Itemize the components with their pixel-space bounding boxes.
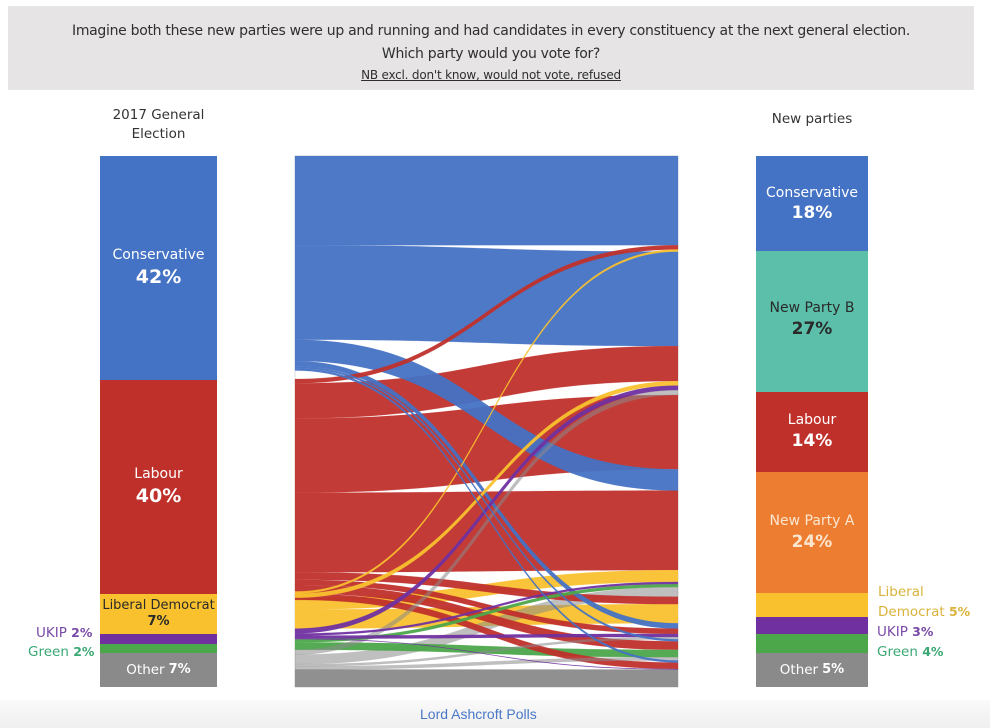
right-seg-new-party-a: New Party A 24% bbox=[756, 472, 868, 593]
right-label-libdem: Liberal Democrat 5% bbox=[878, 583, 970, 622]
flow-other-to-other bbox=[294, 669, 679, 688]
flow-ld-to-con bbox=[294, 249, 679, 594]
right-label-libdem-line1: Liberal bbox=[878, 584, 924, 600]
left-seg-conservative-name: Conservative bbox=[112, 247, 205, 263]
left-seg-other: Other 7% bbox=[100, 653, 217, 687]
left-seg-green bbox=[100, 644, 217, 653]
left-column-title: 2017 General Election bbox=[112, 107, 205, 142]
right-seg-other-name: Other bbox=[779, 662, 819, 678]
flow-ukip-to-npa bbox=[294, 581, 679, 636]
right-seg-new-party-b-name: New Party B bbox=[769, 300, 855, 316]
left-seg-conservative: Conservative 42% bbox=[100, 156, 217, 380]
right-stacked-bar: Conservative 18% New Party B 27% Labour … bbox=[756, 156, 868, 687]
right-seg-labour-value: 14% bbox=[791, 431, 833, 451]
right-column-title: New parties bbox=[771, 111, 853, 127]
right-label-libdem-value: 5% bbox=[948, 604, 971, 619]
left-seg-libdem-value: 7% bbox=[147, 614, 170, 629]
right-seg-conservative: Conservative 18% bbox=[756, 156, 868, 251]
right-label-ukip-name: UKIP bbox=[877, 624, 908, 640]
right-label-ukip-value: 3% bbox=[912, 624, 934, 639]
left-seg-conservative-value: 42% bbox=[135, 266, 182, 288]
right-seg-new-party-a-name: New Party A bbox=[769, 512, 855, 529]
flow-con-to-npb bbox=[294, 244, 679, 347]
left-seg-ukip bbox=[100, 634, 217, 644]
left-label-green: Green 2% bbox=[28, 643, 94, 661]
right-label-green-name: Green bbox=[877, 644, 918, 660]
exclusion-note: NB excl. don't know, would not vote, ref… bbox=[361, 68, 621, 82]
right-seg-new-party-b-value: 27% bbox=[791, 319, 833, 339]
source-credit: Lord Ashcroft Polls bbox=[420, 706, 537, 722]
flow-con-to-other bbox=[294, 368, 679, 663]
right-seg-labour: Labour 14% bbox=[756, 392, 868, 472]
flow-ld-to-npb bbox=[294, 380, 679, 599]
left-seg-labour-value: 40% bbox=[135, 485, 182, 507]
left-label-green-name: Green bbox=[28, 644, 69, 660]
flow-other-to-npb bbox=[294, 389, 679, 655]
left-seg-other-name: Other bbox=[126, 662, 165, 678]
chart-header: Imagine both these new parties were up a… bbox=[8, 6, 974, 90]
left-label-green-value: 2% bbox=[73, 644, 95, 659]
left-seg-other-value: 7% bbox=[168, 662, 191, 677]
question-line-2: Which party would you vote for? bbox=[381, 46, 601, 62]
footer: Lord Ashcroft Polls bbox=[0, 700, 990, 728]
right-seg-labour-name: Labour bbox=[787, 412, 837, 428]
right-seg-new-party-a-value: 24% bbox=[791, 531, 833, 552]
left-seg-labour-name: Labour bbox=[134, 466, 183, 482]
left-seg-labour: Labour 40% bbox=[100, 380, 217, 594]
question-line-1: Imagine both these new parties were up a… bbox=[71, 23, 911, 39]
right-seg-conservative-name: Conservative bbox=[765, 184, 859, 201]
right-label-libdem-line2: Democrat bbox=[878, 604, 945, 620]
flow-con-to-con bbox=[294, 155, 679, 246]
right-label-green-value: 4% bbox=[922, 644, 944, 659]
right-seg-other: Other 5% bbox=[756, 653, 868, 687]
right-seg-conservative-value: 18% bbox=[791, 202, 833, 223]
left-label-ukip: UKIP 2% bbox=[36, 624, 92, 642]
flow-ukip-to-other bbox=[294, 638, 679, 670]
left-label-ukip-value: 2% bbox=[71, 625, 93, 640]
flow-con-to-green bbox=[294, 366, 679, 642]
right-seg-green bbox=[756, 634, 868, 653]
right-seg-ukip bbox=[756, 617, 868, 634]
left-seg-libdem: Liberal Democrat 7% bbox=[100, 594, 217, 634]
right-label-green: Green 4% bbox=[877, 643, 943, 661]
left-seg-libdem-name: Liberal Democrat bbox=[102, 598, 215, 613]
flow-con-to-npa bbox=[294, 339, 679, 491]
right-seg-new-party-b: New Party B 27% bbox=[756, 251, 868, 392]
right-seg-libdem bbox=[756, 593, 868, 617]
right-label-ukip: UKIP 3% bbox=[877, 623, 933, 641]
right-seg-other-value: 5% bbox=[822, 662, 845, 677]
left-label-ukip-name: UKIP bbox=[36, 625, 67, 641]
flow-green-to-npa bbox=[294, 583, 679, 643]
left-stacked-bar: Conservative 42% Labour 40% Liberal Demo… bbox=[100, 156, 217, 687]
